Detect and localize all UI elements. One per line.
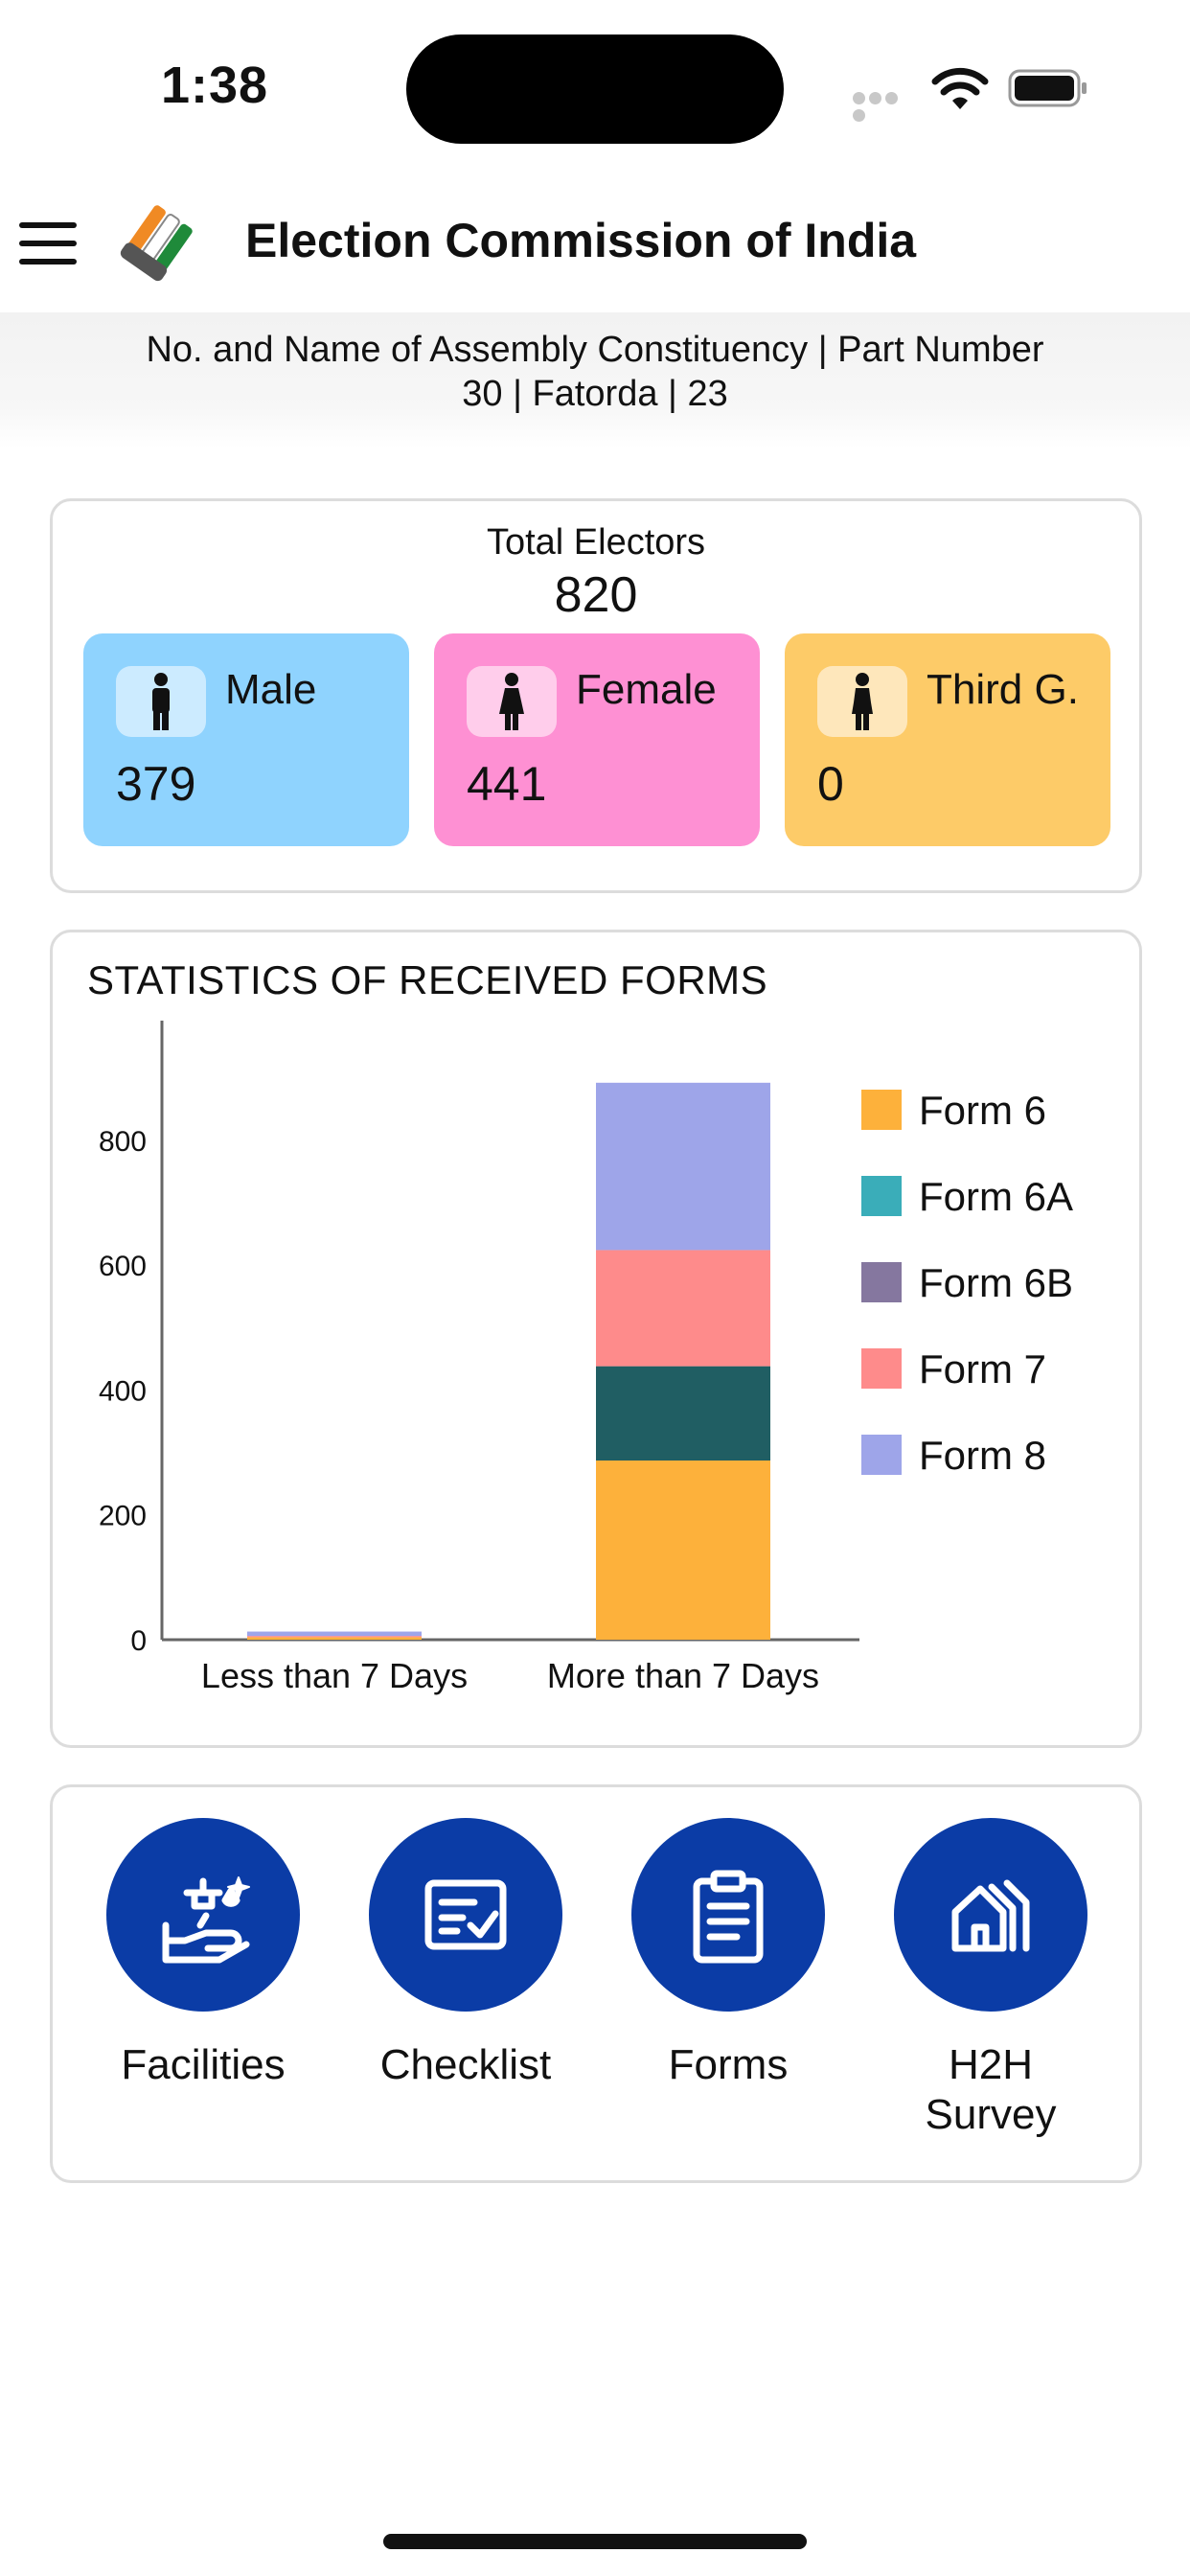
- menu-icon[interactable]: [19, 222, 77, 264]
- dynamic-island: [406, 34, 784, 144]
- constituency-line-1: No. and Name of Assembly Constituency | …: [146, 330, 1044, 370]
- checklist-label: Checklist: [379, 2041, 552, 2088]
- total-electors-card: Total Electors 820 Male 379 Female 441: [50, 498, 1142, 893]
- facilities-label: Facilities: [121, 2041, 286, 2088]
- male-icon: [152, 673, 170, 730]
- third-gender-count: 0: [817, 757, 844, 811]
- bar-segment: [247, 1636, 422, 1638]
- third-gender-label: Third G.: [927, 666, 1079, 713]
- forms-label: Forms: [668, 2041, 789, 2088]
- received-forms-chart: 0 200 400 600 800 Less than 7 Days More than 7…: [99, 1021, 1073, 1695]
- app-title: Election Commission of India: [245, 214, 917, 267]
- female-count: 441: [467, 757, 547, 811]
- wifi-icon: [931, 67, 989, 109]
- legend-swatch: [861, 1435, 902, 1475]
- y-tick-label: 800: [99, 1126, 147, 1158]
- x-tick-label: Less than 7 Days: [201, 1656, 468, 1695]
- legend-swatch: [861, 1348, 902, 1389]
- male-label: Male: [225, 666, 317, 713]
- facilities-icon: [162, 1876, 250, 1964]
- y-tick-label: 200: [99, 1501, 147, 1532]
- third-gender-electors-tile: Third G. 0: [785, 633, 1110, 846]
- female-label: Female: [576, 666, 717, 713]
- h2h-survey-button[interactable]: [894, 1818, 1087, 2012]
- bar-segment: [247, 1631, 422, 1637]
- legend-label: Form 7: [919, 1346, 1046, 1392]
- app-bar: [0, 178, 1190, 312]
- status-time: 1:38: [161, 57, 269, 114]
- bar-segment: [596, 1366, 770, 1461]
- bar-segment: [596, 1250, 770, 1367]
- home-indicator: [383, 2534, 807, 2549]
- legend-label: Form 6: [919, 1088, 1046, 1133]
- checklist-icon: [424, 1879, 507, 1950]
- cellular-signal-icon: [853, 92, 916, 122]
- legend-swatch: [861, 1090, 902, 1130]
- battery-icon: [1008, 69, 1087, 107]
- checklist-button[interactable]: [369, 1818, 562, 2012]
- eci-logo-icon: [120, 205, 193, 282]
- legend-label: Form 6A: [919, 1174, 1073, 1219]
- constituency-info: No. and Name of Assembly Constituency | …: [0, 312, 1190, 448]
- total-electors-label: Total Electors: [486, 522, 706, 563]
- y-tick-label: 600: [99, 1251, 147, 1282]
- male-count: 379: [116, 757, 196, 811]
- forms-button[interactable]: [631, 1818, 825, 2012]
- y-tick-label: 400: [99, 1375, 147, 1407]
- y-tick-label: 0: [130, 1625, 147, 1657]
- total-electors-value: 820: [554, 567, 638, 623]
- h2h-survey-label: H2H Survey: [925, 2041, 1057, 2138]
- bar-segment: [247, 1637, 422, 1640]
- third-gender-icon: [852, 673, 873, 730]
- bar-segment: [596, 1460, 770, 1640]
- received-forms-card: STATISTICS OF RECEIVED FORMS 0 200 400 600 8…: [50, 930, 1142, 1748]
- quick-actions-card: Facilities Checklist Forms H2H Survey: [50, 1784, 1142, 2183]
- constituency-line-2: 30 | Fatorda | 23: [462, 374, 728, 414]
- bar-segment: [596, 1082, 770, 1251]
- legend-swatch: [861, 1262, 902, 1302]
- male-electors-tile: Male 379: [83, 633, 409, 846]
- house-survey-icon: [951, 1879, 1030, 1952]
- legend-label: Form 6B: [919, 1260, 1073, 1305]
- chart-title: STATISTICS OF RECEIVED FORMS: [87, 957, 768, 1002]
- forms-icon: [693, 1870, 764, 1964]
- female-electors-tile: Female 441: [434, 633, 760, 846]
- female-icon: [499, 673, 524, 730]
- legend-swatch: [861, 1176, 902, 1216]
- legend-label: Form 8: [919, 1433, 1046, 1478]
- facilities-button[interactable]: [106, 1818, 300, 2012]
- x-tick-label: More than 7 Days: [547, 1656, 819, 1695]
